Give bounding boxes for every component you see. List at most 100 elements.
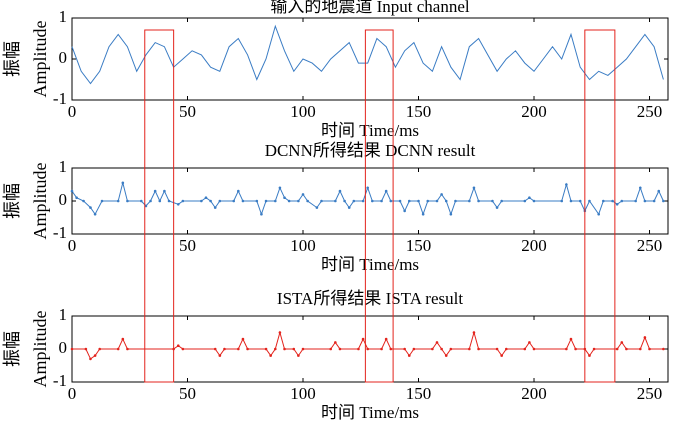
data-point <box>366 347 369 351</box>
highlight-window <box>144 29 175 383</box>
data-point <box>389 199 393 203</box>
data-point <box>343 199 346 203</box>
data-point <box>98 347 102 351</box>
data-point <box>615 347 619 351</box>
data-point <box>532 347 536 351</box>
data-point <box>421 212 425 216</box>
data-point <box>149 199 152 203</box>
x-tick-label: 250 <box>637 102 663 121</box>
data-point <box>638 347 642 351</box>
data-point <box>662 199 665 203</box>
data-point <box>140 199 143 203</box>
data-point <box>334 341 337 344</box>
data-point <box>158 199 162 203</box>
x-tick-label: 150 <box>406 102 432 121</box>
x-tick-label: 50 <box>179 102 196 121</box>
data-point <box>297 354 300 357</box>
y-tick-label: 0 <box>59 190 68 209</box>
data-point <box>472 186 476 190</box>
data-point <box>574 347 577 351</box>
data-point <box>398 199 402 203</box>
data-point <box>440 193 443 196</box>
data-point <box>643 199 647 203</box>
x-tick-label: 100 <box>290 384 316 403</box>
data-point <box>93 354 97 357</box>
data-point <box>407 199 411 203</box>
data-point <box>218 199 222 203</box>
data-point <box>638 186 642 190</box>
data-point <box>384 337 388 341</box>
y-tick-label: 1 <box>59 7 68 26</box>
data-point <box>163 189 166 193</box>
series-line <box>71 182 664 216</box>
data-point <box>283 347 286 351</box>
series-line <box>72 330 664 360</box>
data-point <box>246 347 249 351</box>
data-point <box>468 199 471 203</box>
data-point <box>287 199 291 203</box>
data-point <box>435 341 439 344</box>
data-point <box>403 347 406 351</box>
data-point <box>181 199 185 203</box>
data-point <box>565 347 568 351</box>
data-point <box>89 357 92 361</box>
data-point <box>126 347 129 351</box>
y-axis-label: Amplitude <box>30 162 50 239</box>
data-point <box>652 199 656 203</box>
data-point <box>338 189 342 193</box>
x-tick-label: 100 <box>290 236 316 255</box>
x-axis-label: 时间 Time/ms <box>321 255 419 274</box>
data-point <box>347 206 351 209</box>
data-point <box>273 199 277 203</box>
y-tick-label: -1 <box>53 89 67 108</box>
data-point <box>634 199 637 203</box>
data-point <box>269 354 272 357</box>
data-point <box>597 212 600 216</box>
data-point <box>426 199 430 203</box>
data-point <box>153 189 157 193</box>
x-tick-label: 200 <box>521 384 547 403</box>
y-axis-label: Amplitude <box>30 20 50 97</box>
x-tick-label: 0 <box>68 102 77 121</box>
data-point <box>504 347 508 351</box>
data-point <box>662 347 665 351</box>
data-point <box>417 199 420 203</box>
data-point <box>200 199 203 203</box>
data-point <box>283 196 286 199</box>
data-point <box>255 199 259 203</box>
data-point <box>449 347 453 351</box>
data-point <box>232 199 236 203</box>
data-point <box>366 186 369 190</box>
data-point <box>223 347 226 351</box>
data-point <box>389 347 393 351</box>
x-tick-label: 50 <box>179 236 196 255</box>
data-point <box>334 199 337 203</box>
data-point <box>371 199 374 203</box>
data-point <box>384 189 388 193</box>
x-tick-label: 100 <box>290 102 316 121</box>
y-tick-label: 1 <box>59 305 68 324</box>
data-point <box>440 347 443 351</box>
data-point <box>237 189 240 193</box>
x-tick-label: 250 <box>637 236 663 255</box>
data-point <box>297 199 300 203</box>
data-point <box>241 337 245 341</box>
y-axis-label: 振幅 <box>2 41 22 77</box>
data-point <box>84 347 88 351</box>
data-point <box>306 199 309 203</box>
data-point <box>472 331 476 334</box>
data-point <box>338 347 342 351</box>
data-point <box>611 199 614 203</box>
x-tick-label: 0 <box>68 384 77 403</box>
data-point <box>523 347 527 351</box>
data-point <box>657 189 661 193</box>
data-point <box>176 344 180 348</box>
x-tick-label: 200 <box>521 236 547 255</box>
data-point <box>204 196 208 199</box>
x-axis-label: 时间 Time/ms <box>321 403 419 422</box>
y-axis-label: 振幅 <box>2 331 22 367</box>
data-point <box>495 347 499 351</box>
data-point <box>620 199 624 203</box>
data-point <box>565 183 568 186</box>
